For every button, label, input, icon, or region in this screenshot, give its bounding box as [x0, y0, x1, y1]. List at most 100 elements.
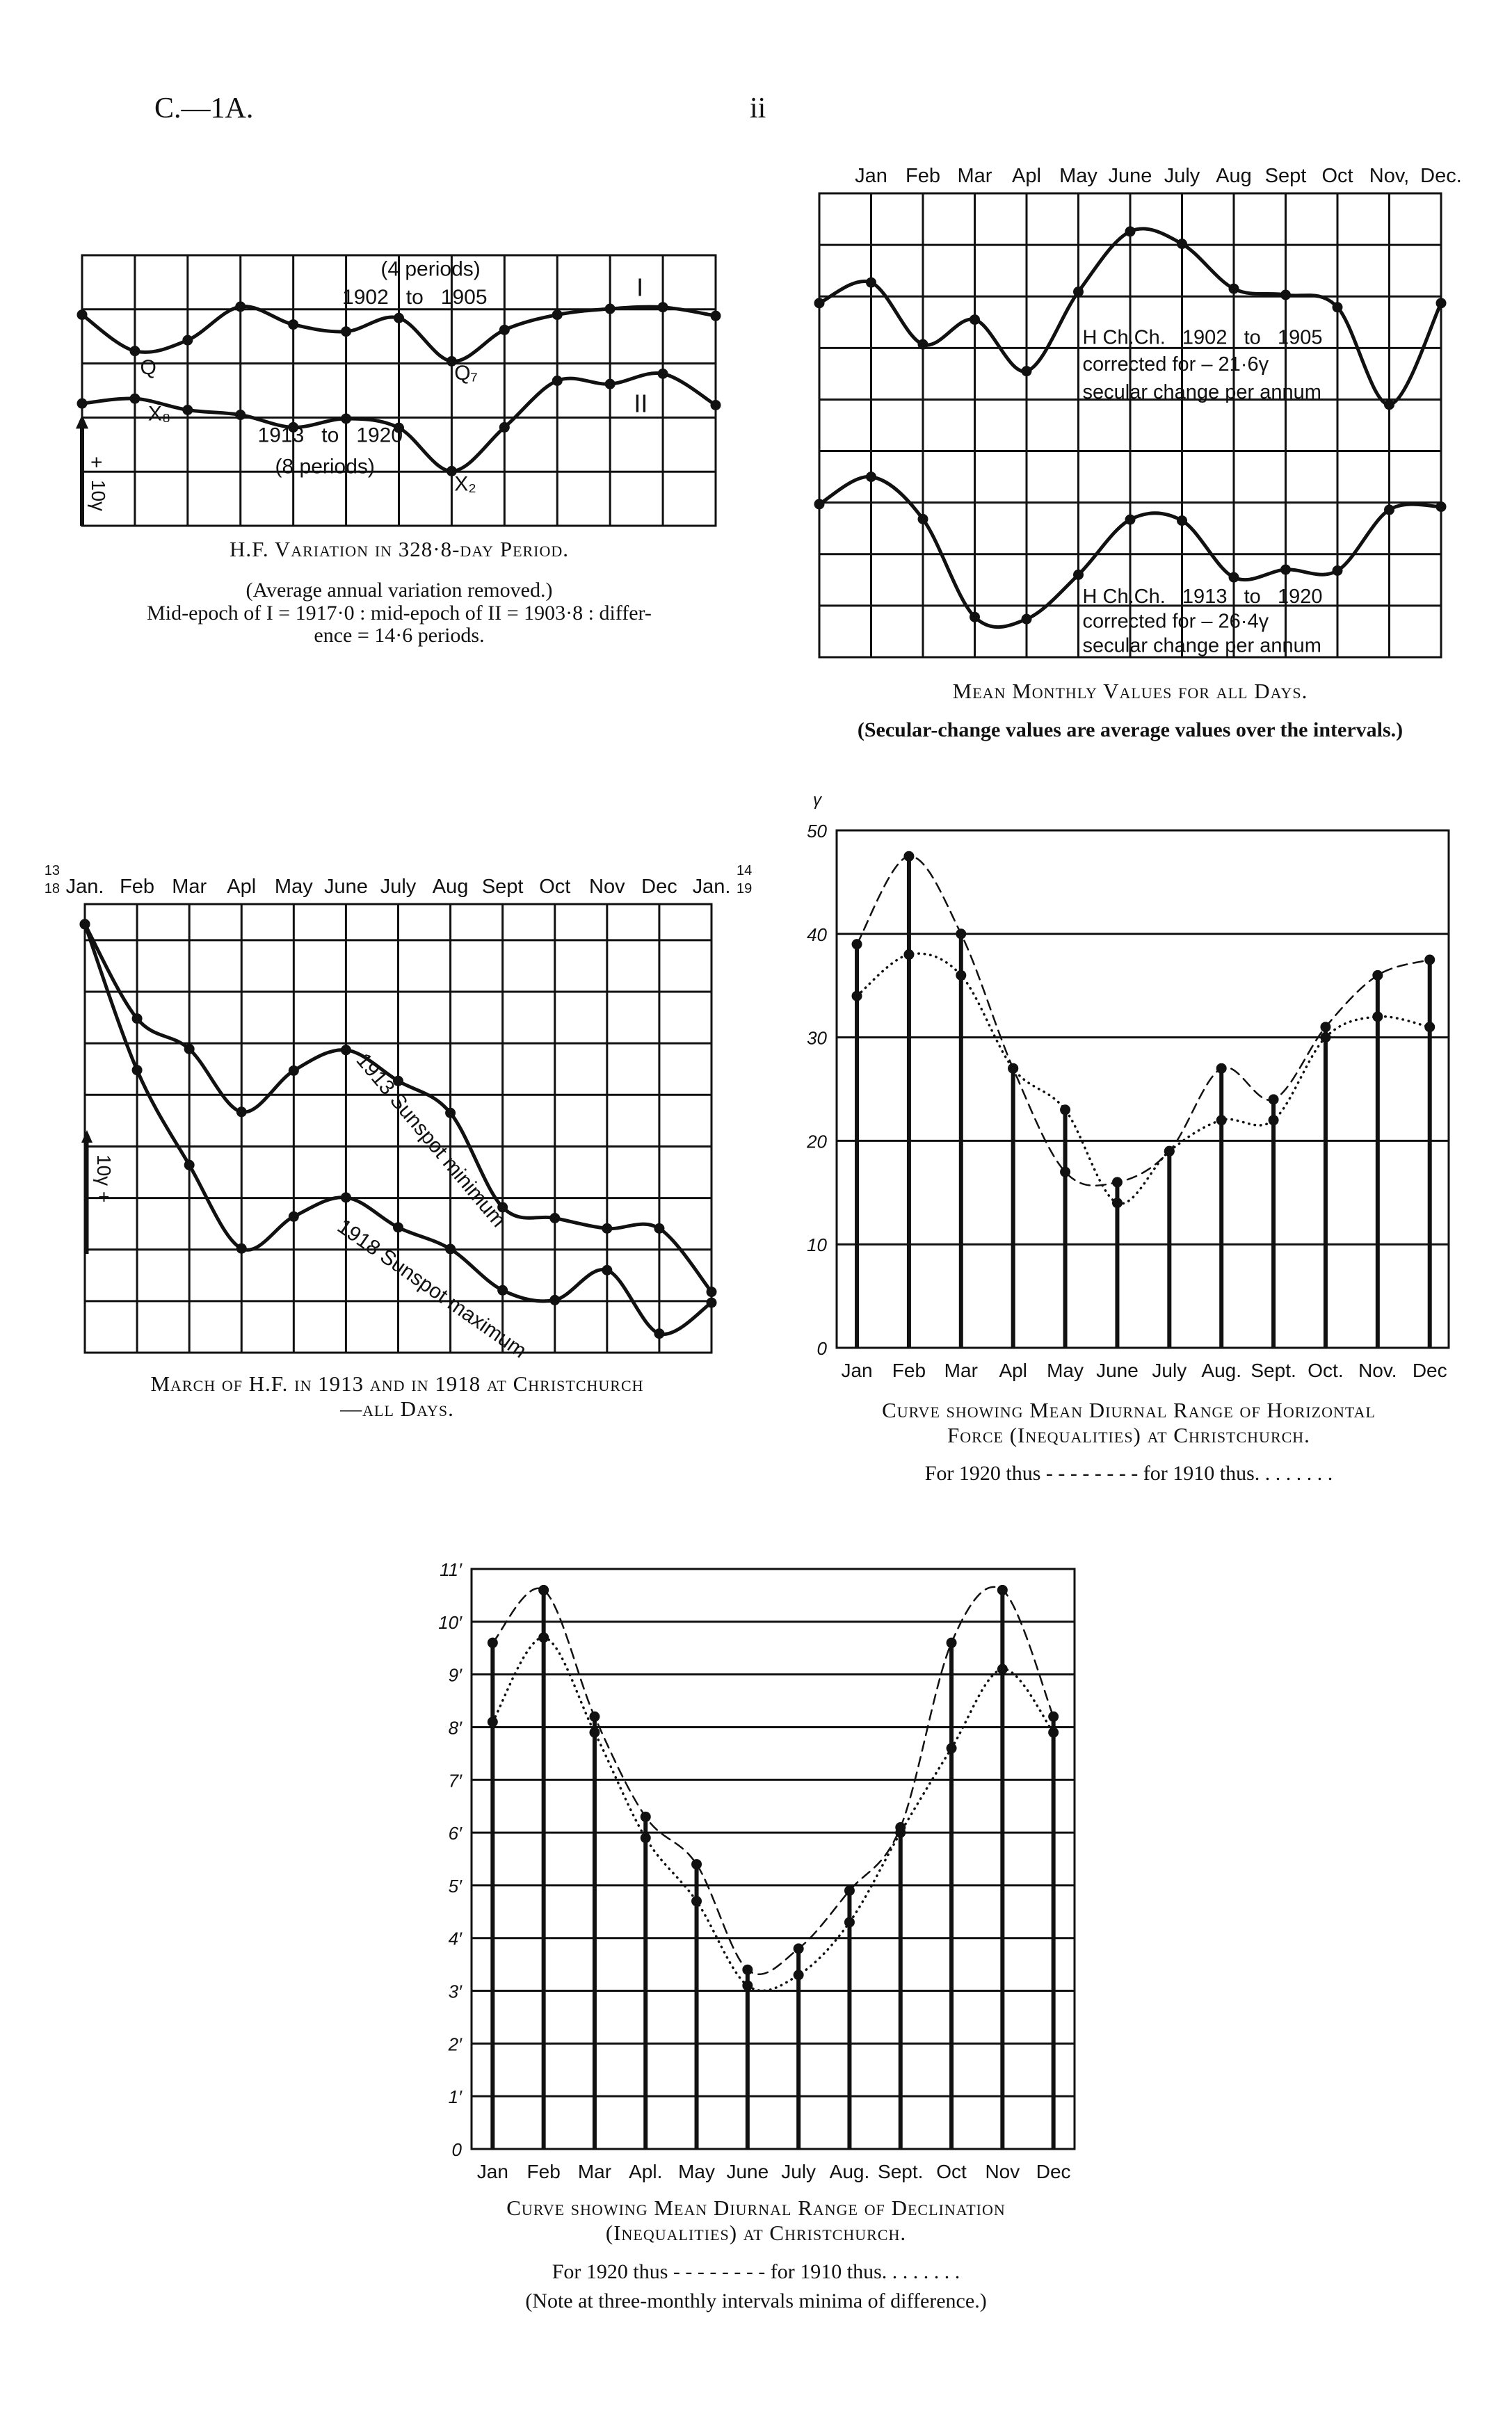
data-point [131, 1013, 143, 1024]
data-point [742, 1980, 753, 1991]
data-point [691, 1859, 702, 1870]
mean-monthly-note: (Secular-change values are average value… [857, 718, 1404, 741]
data-point [1125, 514, 1136, 525]
hf-328-day-note: (Average annual variation removed.) [246, 579, 553, 602]
data-point [1060, 1166, 1071, 1177]
data-point [182, 335, 193, 346]
chart-annotation: Q₇ [454, 362, 478, 385]
data-point [956, 928, 967, 940]
data-point [1048, 1711, 1059, 1722]
month-label: Dec [641, 876, 677, 898]
y-tick-label: 2′ [448, 2034, 463, 2054]
mean-monthly-chart: Jan Feb Mar Apl May June July Aug Sept Oct Nov, Dec… [814, 165, 1462, 659]
data-point [393, 1222, 403, 1233]
data-point [235, 410, 246, 421]
month-label: July [1152, 1360, 1187, 1381]
data-point [706, 1287, 717, 1298]
declination-legend: For 1920 thus - - - - - - - - for 1910 t… [552, 2260, 960, 2283]
month-label: July [1164, 165, 1200, 187]
month-label: May [1047, 1360, 1084, 1381]
data-point [129, 346, 140, 357]
month-label: Mar [172, 876, 207, 898]
data-point [1073, 569, 1084, 580]
data-point [184, 1159, 195, 1170]
data-point [288, 319, 299, 330]
data-point [604, 378, 616, 389]
data-point [917, 513, 928, 524]
data-point [393, 1075, 403, 1086]
data-point [549, 1213, 561, 1223]
data-point [1216, 1063, 1227, 1074]
month-label: Mar [578, 2161, 611, 2182]
month-label: Jan [477, 2161, 508, 2182]
series-annotation: corrected for – 21·6γ [1083, 353, 1269, 376]
series-label-I: I [636, 273, 643, 301]
chart-annotation: (4 periods) [380, 258, 480, 281]
start-year: 13 [45, 863, 60, 878]
chart-annotation: X₈ [148, 402, 170, 425]
data-point [1332, 565, 1343, 576]
data-point [1320, 1022, 1331, 1033]
data-point [710, 400, 721, 411]
data-point [589, 1711, 600, 1722]
data-point [710, 310, 721, 321]
month-label: Jan [855, 165, 887, 187]
march-hf-chart: Jan. Feb Mar Apl May June July Aug Sept Oct Nov Dec… [45, 863, 753, 1362]
data-point [1177, 239, 1187, 250]
data-point [129, 393, 140, 404]
month-label: Jan. [693, 876, 731, 898]
y-tick-label: 9′ [449, 1665, 463, 1686]
data-point [538, 1584, 549, 1595]
data-point [903, 949, 915, 960]
month-label: Oct [1321, 165, 1353, 187]
hf-328-day-note: Mid-epoch of I = 1917·0 : mid-epoch of I… [147, 602, 652, 625]
data-point [946, 1637, 957, 1648]
month-label: Aug. [830, 2161, 870, 2182]
month-label: Jan [841, 1360, 872, 1381]
data-point [549, 1294, 561, 1305]
y-tick-label: 20 [806, 1131, 827, 1152]
data-point [917, 339, 928, 350]
data-point [487, 1637, 498, 1648]
data-point [1435, 501, 1447, 513]
document-code: C.—1A. [154, 92, 254, 124]
data-point [602, 1264, 613, 1275]
month-label: Oct [539, 876, 570, 898]
month-label: Mar [944, 1360, 978, 1381]
data-point [236, 1106, 247, 1118]
y-tick-label: 8′ [449, 1717, 463, 1738]
month-label: Oct [936, 2161, 967, 2182]
month-label: July [781, 2161, 816, 2182]
chart-annotation: 1902 to 1905 [342, 286, 488, 309]
month-label: Nov [985, 2161, 1020, 2182]
data-point [77, 398, 88, 409]
data-point [1268, 1115, 1279, 1126]
data-point [1111, 1177, 1123, 1188]
data-point [970, 611, 980, 622]
hf-diurnal-caption: Curve showing Mean Diurnal Range of Hori… [882, 1398, 1376, 1422]
data-point [1268, 1094, 1279, 1105]
month-label: Aug [1216, 165, 1252, 187]
y-tick-label: 0 [817, 1338, 828, 1359]
data-point [1216, 1115, 1227, 1126]
data-point [1060, 1104, 1071, 1116]
data-point [1228, 283, 1239, 294]
hf-328-day-chart: (4 periods) 1902 to 1905 1913 to 1920 (8 pe… [76, 254, 721, 527]
data-point [956, 969, 967, 981]
data-point [446, 465, 457, 476]
data-point [1384, 504, 1394, 515]
data-point [654, 1328, 665, 1339]
month-label: Jan. [66, 876, 104, 898]
data-point [844, 1885, 855, 1896]
month-label: Feb [120, 876, 154, 898]
end-year: 19 [737, 881, 752, 896]
series-label-1913: 1913 Sunspot minimum [352, 1049, 510, 1232]
data-point [79, 919, 90, 930]
data-point [499, 421, 510, 433]
month-label: Nov. [1358, 1360, 1397, 1381]
data-point [640, 1811, 651, 1822]
data-point [552, 309, 563, 321]
data-point [394, 422, 404, 433]
data-point [131, 1065, 143, 1076]
data-point [184, 1043, 195, 1054]
